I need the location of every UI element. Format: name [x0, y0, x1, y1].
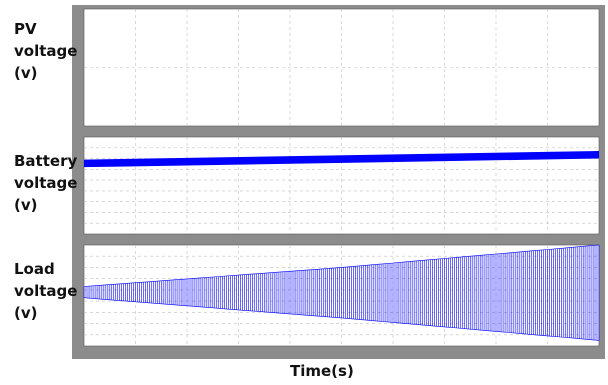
battery-voltage-label: Battery voltage (v) — [14, 152, 78, 214]
load-voltage-lower-envelope — [83, 297, 600, 341]
load-voltage-trace — [83, 245, 600, 341]
load-voltage-label: Load voltage (v) — [14, 260, 78, 322]
battery-voltage-trace — [84, 151, 599, 168]
load-voltage-plot — [83, 244, 600, 347]
battery-voltage-plot — [83, 136, 600, 235]
pv-voltage-plot — [83, 8, 600, 127]
pv-voltage-label: PV voltage (v) — [14, 20, 78, 82]
load-voltage-upper-envelope — [83, 244, 600, 287]
x-axis-label: Time(s) — [290, 362, 354, 380]
